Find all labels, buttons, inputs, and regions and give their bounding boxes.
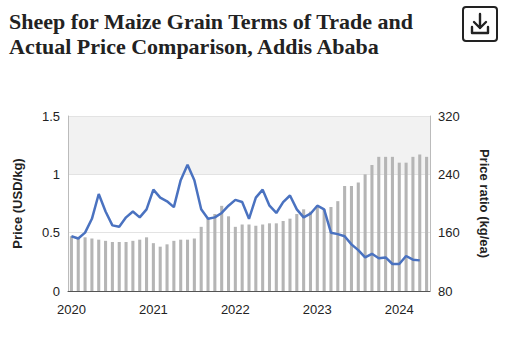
svg-text:Sheep for Maize Grain Terms of: Sheep for Maize Grain Terms of Trade and — [9, 9, 418, 34]
svg-text:2020: 2020 — [57, 302, 86, 317]
svg-text:240: 240 — [438, 167, 460, 182]
svg-text:1: 1 — [53, 167, 60, 182]
svg-text:2024: 2024 — [385, 302, 414, 317]
svg-text:1.5: 1.5 — [42, 109, 60, 124]
svg-text:Price ratio (kg/ea): Price ratio (kg/ea) — [477, 149, 492, 258]
svg-text:2021: 2021 — [139, 302, 168, 317]
svg-text:0.5: 0.5 — [42, 225, 60, 240]
svg-text:0: 0 — [53, 284, 60, 299]
svg-text:320: 320 — [438, 109, 460, 124]
svg-text:Actual Price Comparison, Addis: Actual Price Comparison, Addis Ababa — [9, 34, 379, 59]
svg-text:2023: 2023 — [303, 302, 332, 317]
svg-text:80: 80 — [438, 284, 452, 299]
svg-text:2022: 2022 — [221, 302, 250, 317]
svg-text:160: 160 — [438, 225, 460, 240]
svg-text:Price (USD/kg): Price (USD/kg) — [10, 158, 25, 248]
